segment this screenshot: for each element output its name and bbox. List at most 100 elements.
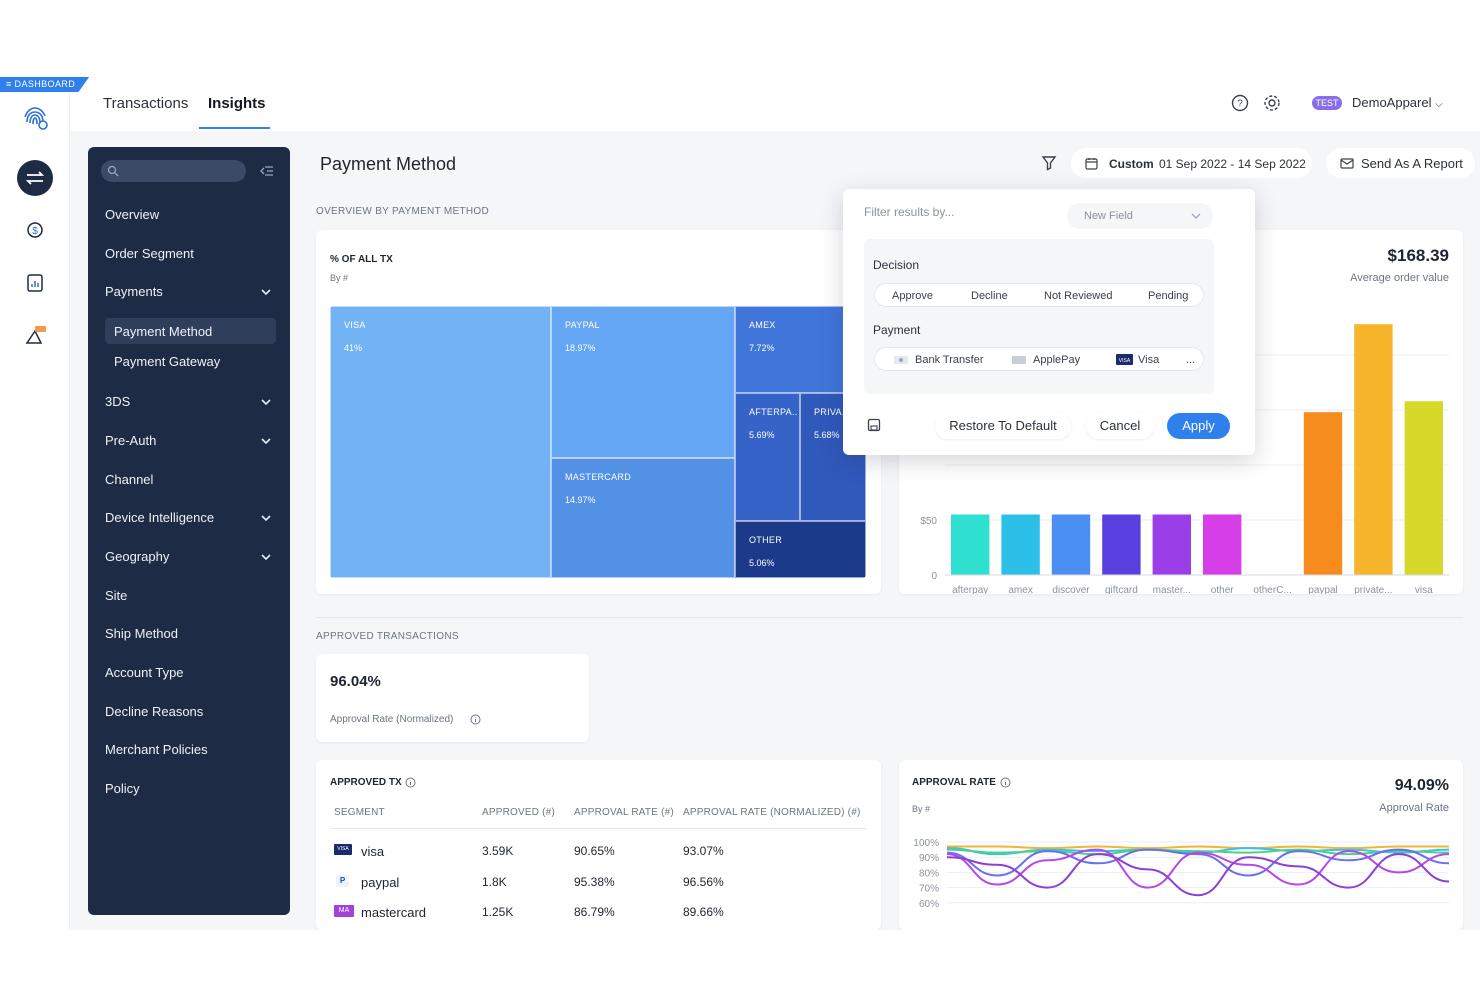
payment-bank-transfer[interactable]: Bank Transfer — [915, 354, 984, 366]
bar[interactable] — [1404, 401, 1443, 575]
sidebar-item-pre-auth[interactable]: Pre-Auth — [105, 433, 157, 448]
sidebar-item-payment-gateway[interactable]: Payment Gateway — [114, 354, 221, 369]
payment-more[interactable]: ... — [1186, 354, 1196, 366]
sidebar-item-site[interactable]: Site — [105, 588, 128, 603]
decision-approve[interactable]: Approve — [892, 290, 933, 302]
treemap-tile[interactable]: AFTERPA.. 5.69% — [735, 393, 800, 521]
approval-summary-label: Approval Rate (Normalized) — [330, 714, 454, 725]
sidebar-item-merchant-policies[interactable]: Merchant Policies — [105, 742, 208, 757]
sidebar-item-geography[interactable]: Geography — [105, 549, 170, 564]
filter-icon[interactable] — [1041, 155, 1057, 171]
decision-not-reviewed[interactable]: Not Reviewed — [1044, 290, 1113, 302]
chevron-down-icon[interactable] — [260, 551, 272, 563]
bar[interactable] — [1001, 514, 1040, 576]
approved-tx-title: APPROVED TX — [330, 777, 402, 788]
info-icon[interactable] — [1000, 777, 1011, 788]
date-mode: Custom — [1109, 157, 1154, 171]
series-line[interactable] — [946, 848, 1450, 889]
normalized-rate-cell: 93.07% — [683, 844, 724, 858]
transactions-swap-icon[interactable] — [17, 160, 53, 196]
restore-default-button[interactable]: Restore To Default — [935, 413, 1071, 439]
search-input[interactable] — [101, 160, 246, 182]
bar[interactable] — [1102, 514, 1141, 576]
applepay-icon — [1012, 356, 1026, 364]
treemap-tile-name: PRIVA.. — [814, 407, 848, 417]
chevron-up-icon[interactable] — [260, 286, 272, 298]
chevron-down-icon[interactable] — [260, 396, 272, 408]
series-line[interactable] — [947, 845, 1449, 850]
bar[interactable] — [1152, 514, 1191, 576]
sidebar-item-ship-method[interactable]: Ship Method — [105, 626, 178, 641]
mastercard-icon: MA — [334, 905, 354, 917]
treemap-tile[interactable]: PAYPAL 18.97% — [551, 306, 735, 458]
bar[interactable] — [951, 514, 990, 576]
series-line[interactable] — [946, 848, 1450, 856]
info-icon[interactable] — [470, 714, 481, 725]
segment-cell: visa — [361, 844, 385, 859]
save-icon[interactable] — [867, 418, 881, 432]
decision-decline[interactable]: Decline — [971, 290, 1008, 302]
chevron-down-icon[interactable] — [260, 435, 272, 447]
apply-button[interactable]: Apply — [1167, 413, 1230, 439]
sidebar-item-payments[interactable]: Payments — [105, 284, 163, 299]
sidebar-item-channel[interactable]: Channel — [105, 472, 154, 487]
sidebar-item-policy[interactable]: Policy — [105, 781, 140, 796]
svg-text:$: $ — [32, 226, 38, 237]
y-tick-label: 100% — [913, 838, 939, 849]
approval-summary-card: 96.04% Approval Rate (Normalized) — [316, 654, 589, 742]
dollar-refresh-icon[interactable]: $ — [18, 213, 52, 247]
payment-applepay[interactable]: ApplePay — [1033, 354, 1081, 366]
treemap-tile-percent: 7.72% — [749, 343, 775, 353]
collapse-sidebar-icon[interactable] — [260, 165, 274, 177]
approval-rate-label: Approval Rate — [1379, 802, 1449, 814]
dashboard-tag[interactable]: ≡ DASHBOARD — [0, 77, 90, 92]
info-icon[interactable] — [405, 777, 416, 788]
treemap-tile[interactable]: OTHER 5.06% — [735, 521, 866, 578]
icon-rail: $ — [0, 77, 70, 930]
report-icon[interactable] — [18, 266, 52, 300]
cancel-button[interactable]: Cancel — [1086, 413, 1154, 439]
send-report-button[interactable]: Send As A Report — [1326, 148, 1475, 178]
new-field-select[interactable]: New Field — [1067, 203, 1213, 229]
mail-icon — [1340, 158, 1354, 169]
chevron-down-icon[interactable] — [260, 512, 272, 524]
approval-rate-subtitle: By # — [912, 804, 931, 814]
bar[interactable] — [1354, 324, 1393, 575]
sidebar-item-order-segment[interactable]: Order Segment — [105, 246, 194, 261]
chevron-down-icon: ⌵ — [1435, 99, 1443, 110]
org-name: DemoApparel — [1352, 95, 1432, 110]
tab-transactions[interactable]: Transactions — [103, 95, 189, 112]
x-tick-label: discover — [1052, 585, 1090, 594]
payment-options: Bank Transfer ApplePay VISA Visa ... — [874, 347, 1204, 371]
x-tick-label: paypal — [1308, 585, 1337, 594]
active-tab-underline — [199, 127, 270, 129]
sidebar-item-account-type[interactable]: Account Type — [105, 665, 184, 680]
bar[interactable] — [1051, 514, 1091, 576]
bar[interactable] — [1203, 514, 1242, 576]
org-switcher[interactable]: DemoApparel ⌵ — [1352, 95, 1443, 110]
treemap-tile-percent: 14.97% — [565, 495, 596, 505]
treemap-tile[interactable]: VISA 41% — [330, 306, 551, 578]
treemap-tile-percent: 5.68% — [814, 430, 840, 440]
gear-icon[interactable] — [1263, 94, 1281, 112]
date-range-picker[interactable]: Custom 01 Sep 2022 - 14 Sep 2022 — [1071, 148, 1312, 178]
sidebar-item-payment-method[interactable]: Payment Method — [114, 324, 213, 339]
sidebar-item-decline-reasons[interactable]: Decline Reasons — [105, 704, 204, 719]
series-line[interactable] — [946, 853, 1450, 897]
rate-cell: 95.38% — [574, 875, 615, 889]
x-tick-label: other — [1211, 585, 1234, 594]
sidebar-item-3ds[interactable]: 3DS — [105, 394, 131, 409]
series-line[interactable] — [946, 848, 1450, 877]
filter-search-input[interactable]: Filter results by... — [864, 205, 955, 219]
sidebar-item-device-intelligence[interactable]: Device Intelligence — [105, 510, 215, 525]
bar[interactable] — [1303, 412, 1343, 575]
sidebar-item-overview[interactable]: Overview — [105, 207, 160, 222]
treemap-tile[interactable]: MASTERCARD 14.97% — [551, 458, 735, 578]
decision-pending[interactable]: Pending — [1148, 290, 1189, 302]
visa-card-icon: VISA — [334, 844, 352, 855]
beta-feature-icon[interactable] — [18, 318, 52, 352]
payment-visa[interactable]: Visa — [1138, 354, 1160, 366]
help-icon[interactable]: ? — [1231, 94, 1249, 112]
tab-insights[interactable]: Insights — [208, 95, 266, 112]
treemap-tile-name: AFTERPA.. — [749, 407, 798, 417]
